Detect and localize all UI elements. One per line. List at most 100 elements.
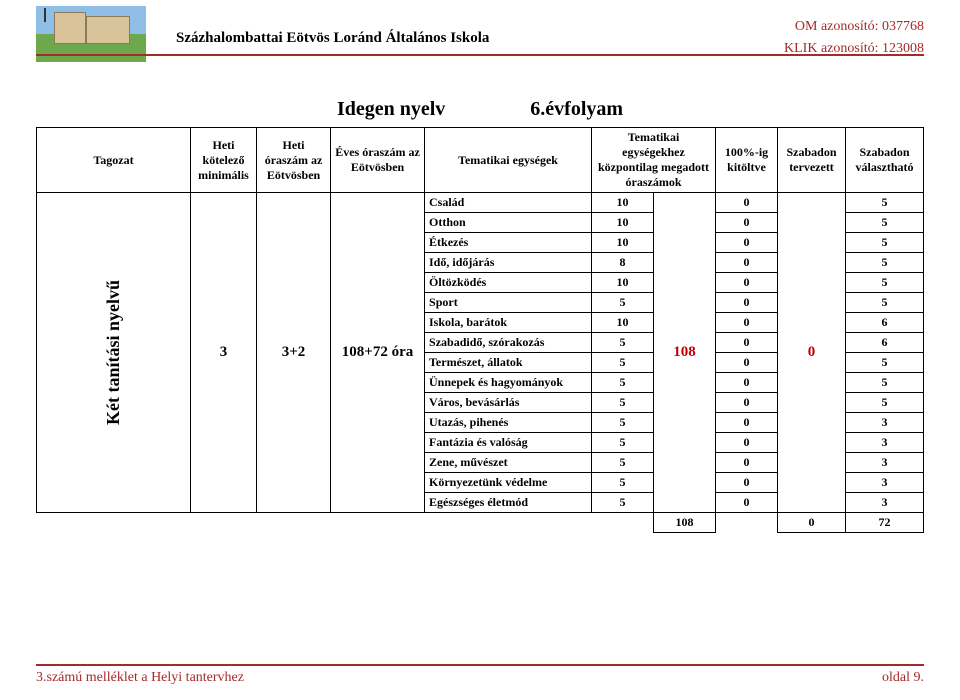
unit-hours: 10 [592,193,654,213]
central-merged: 108 [654,193,716,513]
free-cell: 5 [846,213,924,233]
left-merge-cell: 3 [191,193,257,513]
unit-hours: 5 [592,473,654,493]
unit-name: Zene, művészet [425,453,592,473]
fill-cell: 0 [716,493,778,513]
left-merge-cell: 3+2 [257,193,331,513]
grade-title: 6.évfolyam [530,98,623,120]
fill-cell: 0 [716,473,778,493]
unit-name: Ünnepek és hagyományok [425,373,592,393]
free-cell: 3 [846,433,924,453]
unit-name: Egészséges életmód [425,493,592,513]
unit-name: Idő, időjárás [425,253,592,273]
unit-name: Öltözködés [425,273,592,293]
unit-hours: 8 [592,253,654,273]
unit-name: Család [425,193,592,213]
free-cell: 5 [846,273,924,293]
unit-hours: 5 [592,333,654,353]
free-cell: 5 [846,393,924,413]
free-cell: 3 [846,413,924,433]
total-planned: 0 [778,513,846,533]
unit-hours: 5 [592,393,654,413]
free-cell: 5 [846,353,924,373]
fill-cell: 0 [716,413,778,433]
col-heti-eotv: Heti óraszám az Eötvösben [257,128,331,193]
unit-name: Természet, állatok [425,353,592,373]
klik-id: KLIK azonosító: 123008 [784,38,924,60]
fill-cell: 0 [716,233,778,253]
col-tagozat: Tagozat [37,128,191,193]
unit-hours: 5 [592,293,654,313]
fill-cell: 0 [716,393,778,413]
free-cell: 5 [846,233,924,253]
free-cell: 3 [846,453,924,473]
fill-cell: 0 [716,193,778,213]
table-body: Két tanítási nyelvű33+2108+72 óraCsalád1… [37,193,924,533]
unit-name: Utazás, pihenés [425,413,592,433]
fill-cell: 0 [716,213,778,233]
fill-cell: 0 [716,273,778,293]
school-name: Százhalombattai Eötvös Loránd Általános … [176,30,489,47]
col-terv: Szabadon tervezett [778,128,846,193]
fill-cell: 0 [716,253,778,273]
unit-hours: 5 [592,413,654,433]
col-eves: Éves óraszám az Eötvösben [331,128,425,193]
unit-name: Étkezés [425,233,592,253]
curriculum-table: Tagozat Heti kötelező minimális Heti óra… [36,127,924,533]
totals-row: 108 072 [37,513,924,533]
col-tema: Tematikai egységek [425,128,592,193]
free-cell: 5 [846,373,924,393]
om-id: OM azonosító: 037768 [784,16,924,38]
header-row: Tagozat Heti kötelező minimális Heti óra… [37,128,924,193]
free-cell: 5 [846,293,924,313]
planned-merged: 0 [778,193,846,513]
unit-hours: 5 [592,373,654,393]
tagozat-cell: Két tanítási nyelvű [37,193,191,513]
free-cell: 5 [846,193,924,213]
subject-title: Idegen nyelv [337,98,445,121]
unit-hours: 5 [592,433,654,453]
unit-hours: 5 [592,453,654,473]
unit-name: Fantázia és valóság [425,433,592,453]
header: Százhalombattai Eötvös Loránd Általános … [36,10,924,54]
total-central: 108 [654,513,716,533]
col-kozponti: Tematikai egységekhez központilag megado… [592,128,716,193]
footer-right: oldal 9. [882,670,924,686]
unit-hours: 10 [592,213,654,233]
footer: 3.számú melléklet a Helyi tantervhez old… [36,664,924,686]
fill-cell: 0 [716,433,778,453]
footer-rule [36,664,924,666]
fill-cell: 0 [716,353,778,373]
total-free: 72 [846,513,924,533]
free-cell: 3 [846,473,924,493]
unit-hours: 5 [592,493,654,513]
fill-cell: 0 [716,453,778,473]
fill-cell: 0 [716,333,778,353]
unit-name: Iskola, barátok [425,313,592,333]
unit-name: Sport [425,293,592,313]
page: Százhalombattai Eötvös Loránd Általános … [0,0,960,700]
fill-cell: 0 [716,293,778,313]
header-rule [36,54,924,56]
fill-cell: 0 [716,373,778,393]
unit-hours: 10 [592,313,654,333]
fill-cell: 0 [716,313,778,333]
free-cell: 6 [846,333,924,353]
free-cell: 3 [846,493,924,513]
unit-hours: 5 [592,353,654,373]
free-cell: 5 [846,253,924,273]
content: Idegen nyelv 6.évfolyam Tagozat Heti köt… [36,98,924,533]
unit-name: Környezetünk védelme [425,473,592,493]
col-100: 100%-ig kitöltve [716,128,778,193]
left-merge-cell: 108+72 óra [331,193,425,513]
footer-left: 3.számú melléklet a Helyi tantervhez [36,670,244,685]
unit-name: Szabadidő, szórakozás [425,333,592,353]
unit-name: Otthon [425,213,592,233]
table-row: Két tanítási nyelvű33+2108+72 óraCsalád1… [37,193,924,213]
unit-hours: 10 [592,233,654,253]
unit-name: Város, bevásárlás [425,393,592,413]
free-cell: 6 [846,313,924,333]
col-valaszt: Szabadon választható [846,128,924,193]
unit-hours: 10 [592,273,654,293]
table-title: Idegen nyelv 6.évfolyam [36,98,924,121]
